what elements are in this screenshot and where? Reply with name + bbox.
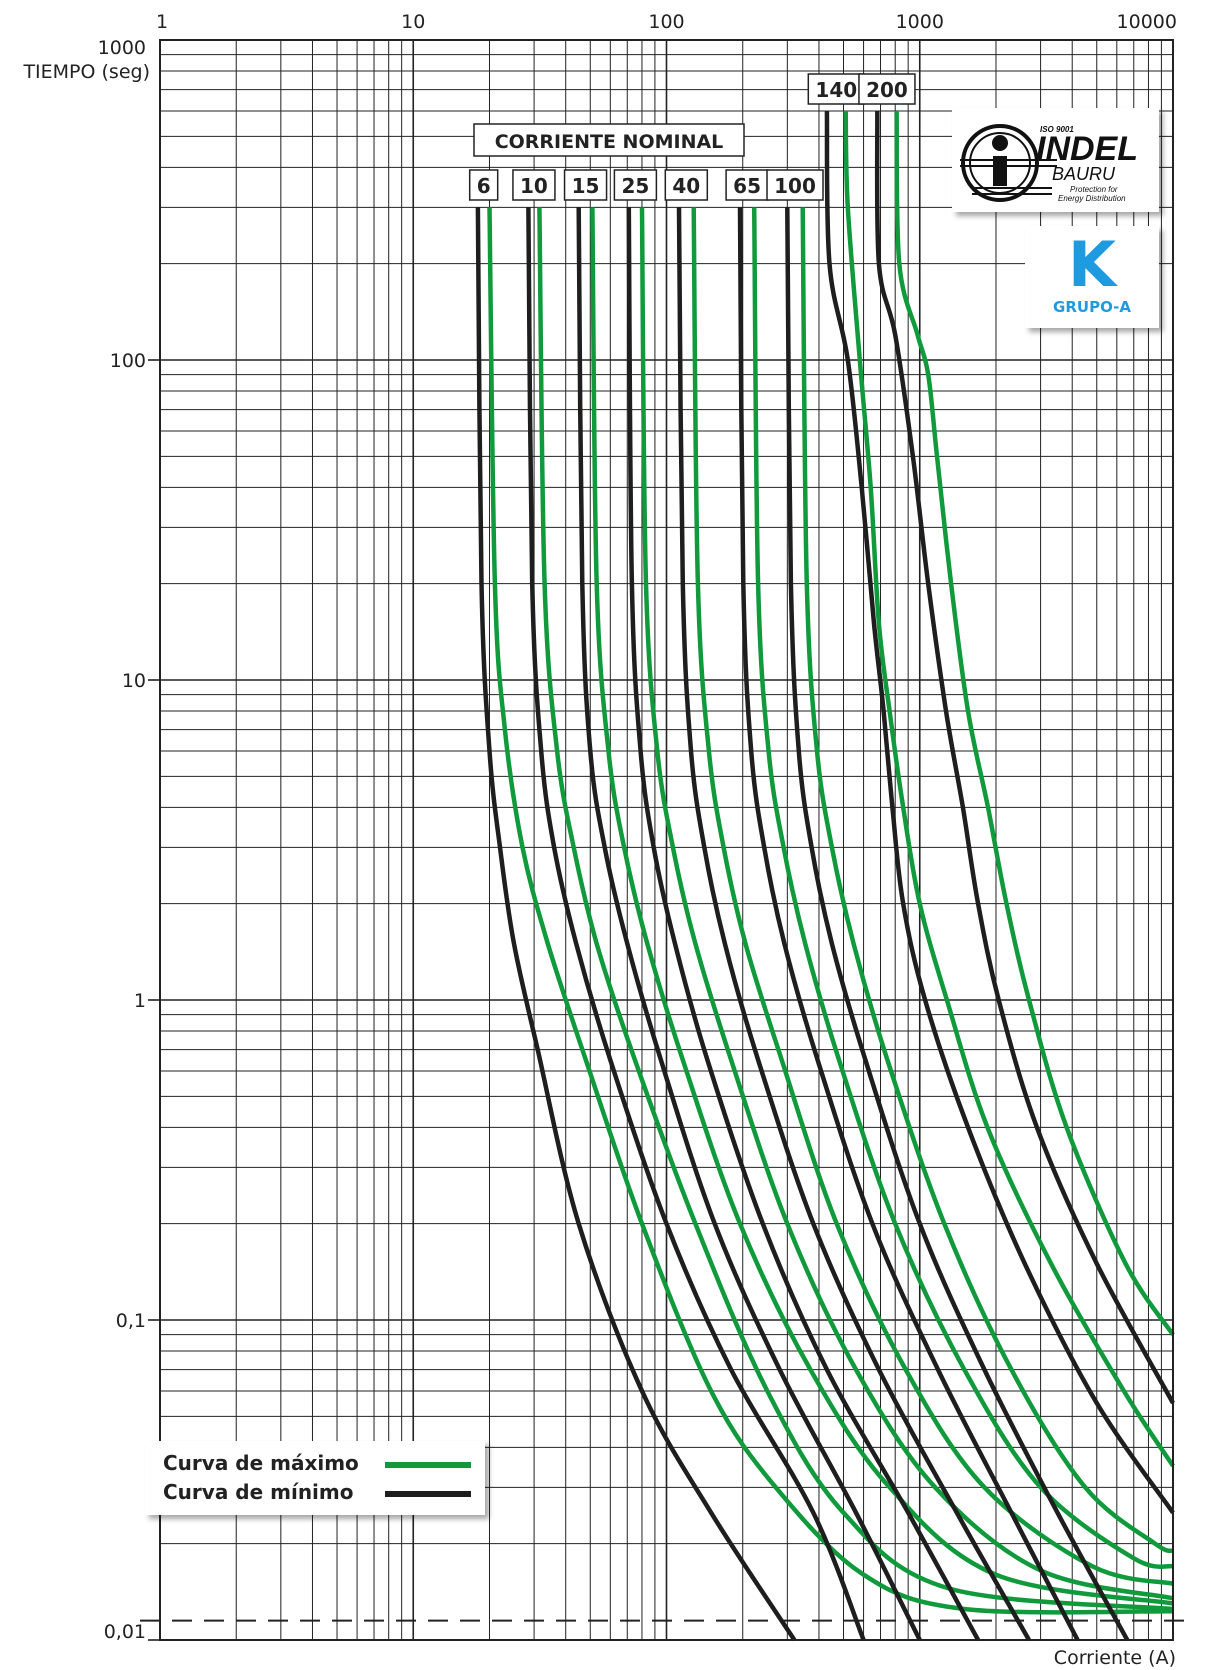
- curve-max-15: [590, 207, 1174, 1606]
- brand-name: INDEL: [1036, 130, 1138, 168]
- curve-min-25: [626, 207, 981, 1642]
- legend: Curva de máximo Curva de mínimo: [145, 1441, 485, 1515]
- curve-min-10: [526, 207, 866, 1641]
- x-tick-label: 1000: [896, 11, 944, 33]
- curve-min-140: [824, 110, 1175, 1514]
- x-tick-label: 10000: [1117, 11, 1177, 33]
- x-tick-label: 10: [401, 11, 425, 33]
- y-tick-label: 10: [122, 670, 146, 692]
- rating-tag-label: 25: [621, 174, 649, 198]
- x-tick-labels: 1 10 100 1000 10000: [156, 11, 1177, 33]
- rating-tag-label: 10: [520, 174, 548, 198]
- curve-max-200: [894, 110, 1175, 1336]
- legend-label-max: Curva de máximo: [163, 1451, 359, 1475]
- rating-tag-10: 10: [512, 169, 556, 201]
- rating-tag-25: 25: [613, 169, 658, 201]
- rating-tag-label: 6: [477, 174, 491, 198]
- curve-min-15: [576, 207, 922, 1642]
- curve-min-100: [785, 207, 1130, 1642]
- rating-tag-label: 15: [572, 174, 600, 198]
- iso-label: ISO 9001: [1040, 125, 1074, 134]
- rating-tag-box: [613, 169, 658, 201]
- indel-emblem-icon: ISO 9001 INDEL BAURU Protection for Ener…: [960, 124, 1138, 203]
- y-tick-label: 100: [110, 350, 146, 372]
- curves: [475, 110, 1175, 1642]
- rating-tag-40: 40: [664, 169, 709, 201]
- curve-max-10: [537, 207, 1174, 1612]
- x-tick-label: 100: [648, 11, 684, 33]
- curve-max-6: [487, 207, 1174, 1615]
- rating-tag-200: 200: [858, 73, 916, 105]
- brand-tagline-1: Protection for: [1070, 185, 1118, 194]
- curve-max-40: [691, 207, 1174, 1586]
- rating-tag-box: [664, 169, 709, 201]
- x-axis-label: Corriente (A): [1054, 1647, 1176, 1669]
- rating-tag-65: 65: [725, 169, 769, 201]
- curve-max-65: [751, 207, 1174, 1569]
- brand-tagline-2: Energy Distribution: [1058, 194, 1126, 203]
- brand-city: BAURU: [1052, 164, 1116, 184]
- corriente-nominal-header: CORRIENTE NOMINAL: [473, 123, 745, 157]
- curve-min-200: [874, 110, 1175, 1405]
- y-tick-label: 0,01: [104, 1621, 146, 1643]
- plot-frame: [159, 39, 1174, 1641]
- rating-tag-box: [766, 169, 824, 201]
- rating-tag-100: 100: [766, 169, 824, 201]
- rating-tags: 6 10 15 25 40 65 100 140 200: [468, 73, 916, 201]
- y-tick-label: 1000: [98, 37, 146, 59]
- curve-max-140: [843, 110, 1175, 1468]
- y-tick-label: 0,1: [116, 1310, 146, 1332]
- rating-tag-label: 65: [733, 174, 761, 198]
- x-tick-label: 1: [156, 11, 168, 33]
- rating-tag-label: 40: [672, 174, 700, 198]
- y-tick-labels: 1000 100 10 1 0,1 0,01: [98, 37, 146, 1643]
- rating-tag-6: 6: [468, 169, 499, 201]
- fuse-type-badge: K GRUPO-A: [1025, 226, 1159, 328]
- fuse-group-label: GRUPO-A: [1053, 298, 1131, 316]
- corriente-nominal-label: CORRIENTE NOMINAL: [495, 131, 724, 153]
- curve-min-6: [475, 207, 797, 1642]
- legend-label-min: Curva de mínimo: [163, 1480, 354, 1504]
- indel-logo: ISO 9001 INDEL BAURU Protection for Ener…: [952, 108, 1159, 212]
- legend-swatch-min: [385, 1491, 471, 1497]
- rating-tag-label: 140: [815, 78, 857, 102]
- fuse-type-letter: K: [1067, 228, 1117, 301]
- y-axis-label: TIEMPO (seg): [22, 61, 150, 83]
- rating-tag-box: [858, 73, 916, 105]
- curve-min-40: [676, 207, 1031, 1642]
- curve-max-100: [800, 207, 1174, 1554]
- y-tick-label: 1: [134, 990, 146, 1012]
- rating-tag-box: [563, 169, 608, 201]
- curve-min-65: [737, 207, 1080, 1642]
- rating-tag-140: 140: [807, 73, 866, 105]
- rating-tag-box: [512, 169, 556, 201]
- rating-tag-box: [468, 169, 499, 201]
- rating-tag-label: 200: [866, 78, 908, 102]
- rating-tag-15: 15: [563, 169, 608, 201]
- legend-swatch-max: [385, 1462, 471, 1468]
- grid: [148, 40, 1173, 1641]
- rating-tag-label: 100: [774, 174, 816, 198]
